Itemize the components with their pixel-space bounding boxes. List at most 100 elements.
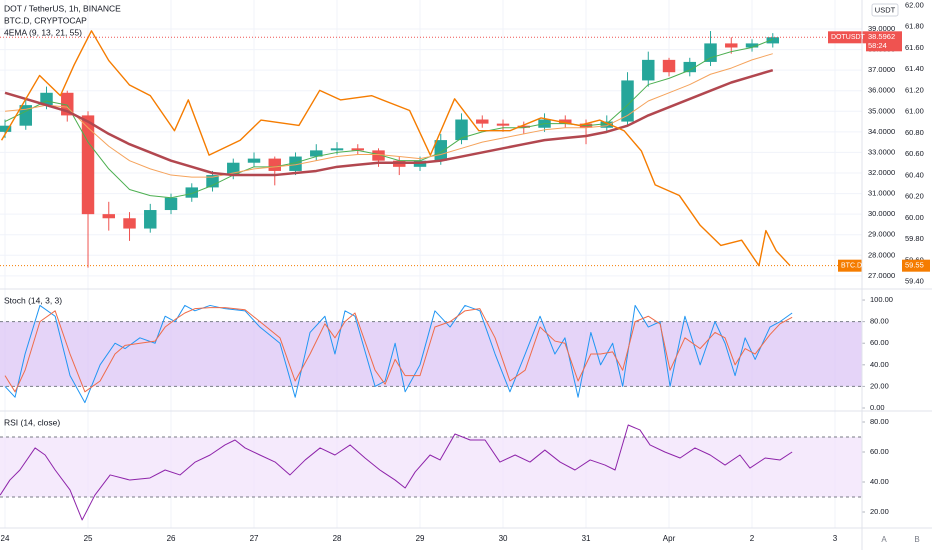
candle-body [289,156,302,171]
y-tick-label: 30.0000 [868,209,895,218]
y-tick-label: 20.00 [870,507,889,516]
last-price-value: 38.5962 [868,32,895,41]
candle-body [164,197,178,211]
ema-line [4,53,773,178]
candle-body [621,80,634,122]
indicator-line [4,307,793,393]
y-tick-label: 40.00 [870,360,889,369]
last-y2-value: 59.55 [905,261,924,270]
y-tick-label: 36.0000 [868,86,895,95]
bar-countdown: 58:24 [868,41,887,50]
candle-body [476,119,489,124]
candle-body [123,218,136,229]
auto-scale-button[interactable]: A [881,535,887,544]
chart-title: DOT / TetherUS, 1h, BINANCE [4,3,121,13]
x-tick-label: 28 [333,534,342,543]
last-y2-box [902,259,930,272]
indicator-line [4,304,793,404]
last-y2-tag [838,259,862,272]
x-tick-label: 30 [499,534,508,543]
overlay-title: BTC.D, CRYPTOCAP [4,15,87,25]
y2-tick-label: 61.60 [905,43,924,52]
x-tick-label: 29 [416,534,425,543]
band-fill [0,437,862,497]
y2-tick-label: 59.40 [905,277,924,286]
candle-body [247,158,261,163]
candle-body [662,59,676,73]
y-tick-label: 80.00 [870,317,889,326]
x-tick-label: 31 [582,534,591,543]
x-tick-label: 25 [84,534,93,543]
candle-body [455,119,468,141]
x-tick-label: 27 [250,534,259,543]
candle-body [725,43,738,48]
last-price-symbol: DOTUSDT [831,34,866,41]
y-tick-label: 32.0000 [868,168,895,177]
y-tick-label: 60.00 [870,338,889,347]
candle-body [600,121,613,128]
y-tick-label: 100.00 [870,295,893,304]
y-tick-label: 60.00 [870,447,889,456]
y-tick-label: 27.0000 [868,271,895,280]
scale-button[interactable]: B [914,535,919,544]
stoch-title: Stoch (14, 3, 3) [4,295,62,305]
y2-tick-label: 61.00 [905,107,924,116]
candle-body [372,150,385,161]
y2-tick-label: 62.00 [905,0,924,9]
candle-body [0,125,12,132]
y2-tick-label: 61.20 [905,85,924,94]
x-tick-label: 26 [167,534,176,543]
indicator-line [0,424,793,521]
y2-tick-label: 60.80 [905,128,924,137]
currency-label[interactable]: USDT [875,5,896,14]
last-price-tag [828,31,866,44]
candle-body [185,187,198,198]
candle-body [310,150,323,157]
ema-line [4,68,774,177]
candle-body [766,37,779,44]
y-tick-label: 34.0000 [868,127,895,136]
y2-tick-label: 60.00 [905,213,924,222]
band-fill [0,321,862,387]
y2-tick-label: 61.40 [905,64,924,73]
ema-line [4,38,773,199]
candle-body [745,43,759,48]
indicator-title: 4EMA (9, 13, 21, 55) [4,27,82,37]
x-tick-label: 2 [750,534,755,543]
candle-body [351,148,364,151]
y-tick-label: 29.0000 [868,230,895,239]
y-tick-label: 80.00 [870,417,889,426]
x-tick-label: 3 [833,534,838,543]
candle-body [81,115,95,215]
candle-body [330,148,344,151]
y-tick-label: 37.0000 [868,65,895,74]
y-tick-label: 35.0000 [868,106,895,115]
last-price-box [866,31,902,52]
candle-body [434,140,447,161]
x-tick-label: 24 [1,534,10,543]
currency-button[interactable] [871,3,899,17]
y2-tick-label: 60.40 [905,170,924,179]
y2-tick-label: 60.60 [905,149,924,158]
overlay-line [0,30,791,267]
y-tick-label: 20.00 [870,381,889,390]
y-tick-label: 40.00 [870,477,889,486]
y-tick-label: 33.0000 [868,147,895,156]
y2-tick-label: 59.80 [905,234,924,243]
candle-body [704,43,717,62]
rsi-title: RSI (14, close) [4,417,60,427]
y-tick-label: 31.0000 [868,189,895,198]
candle-body [144,210,157,229]
y-tick-label: 28.0000 [868,250,895,259]
candle-body [268,158,281,171]
candle-body [559,119,572,124]
y-tick-label: 39.0000 [868,24,895,33]
candle-body [496,123,510,126]
y-tick-label: 0.00 [870,403,885,412]
y2-tick-label: 60.20 [905,192,924,201]
last-y2-symbol: BTC.D [841,263,862,270]
x-tick-label: Apr [663,534,676,543]
candle-body [517,125,530,128]
